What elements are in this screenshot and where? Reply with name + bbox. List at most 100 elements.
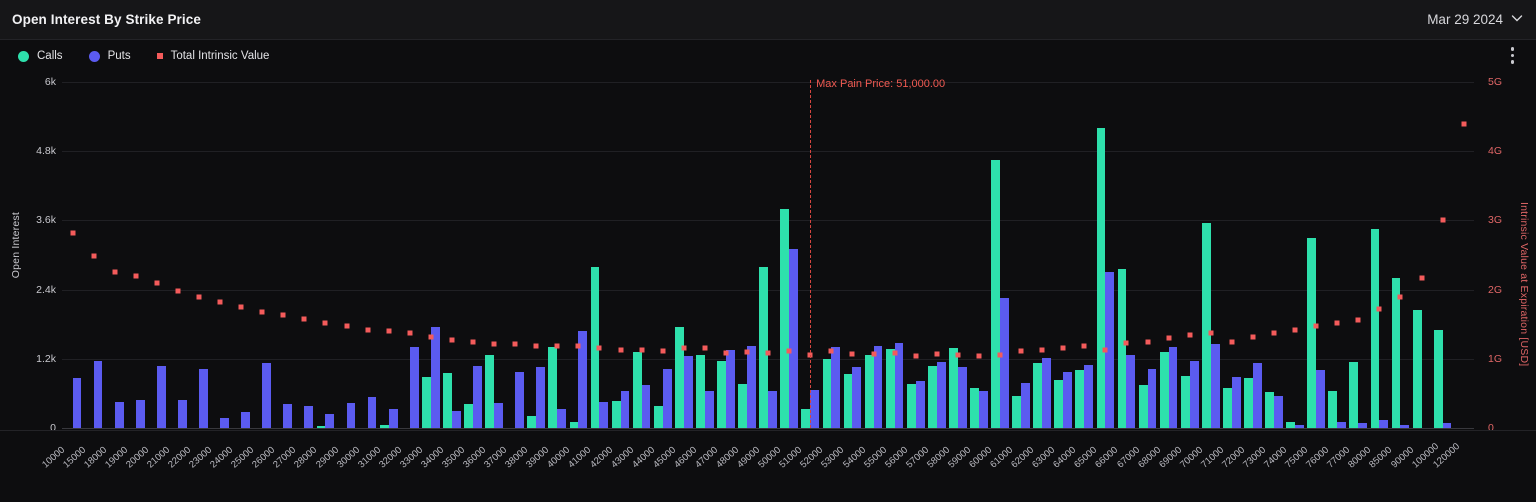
call-bar[interactable] (780, 208, 790, 428)
put-bar[interactable] (325, 413, 335, 428)
bar-group[interactable] (758, 82, 779, 428)
put-bar[interactable] (978, 390, 988, 428)
bar-group[interactable] (610, 82, 631, 428)
bar-group[interactable] (863, 82, 884, 428)
intrinsic-value-point[interactable] (1271, 330, 1277, 336)
intrinsic-value-point[interactable] (1060, 345, 1066, 351)
put-bar[interactable] (915, 380, 925, 428)
put-bar[interactable] (1337, 421, 1347, 428)
call-bar[interactable] (843, 373, 853, 428)
call-bar[interactable] (822, 358, 832, 428)
call-bar[interactable] (464, 403, 474, 428)
bar-group[interactable] (1053, 82, 1074, 428)
bar-group[interactable] (589, 82, 610, 428)
intrinsic-value-point[interactable] (596, 345, 602, 351)
intrinsic-value-point[interactable] (934, 351, 940, 357)
bar-group[interactable] (378, 82, 399, 428)
put-bar[interactable] (1231, 377, 1241, 428)
intrinsic-value-point[interactable] (1187, 332, 1193, 338)
bar-group[interactable] (1116, 82, 1137, 428)
bar-group[interactable] (167, 82, 188, 428)
intrinsic-value-point[interactable] (386, 328, 392, 334)
put-bar[interactable] (1126, 354, 1136, 428)
bar-group[interactable] (1074, 82, 1095, 428)
bar-group[interactable] (1369, 82, 1390, 428)
legend-item-total-intrinsic-value[interactable]: Total Intrinsic Value (156, 50, 269, 62)
call-bar[interactable] (1159, 351, 1169, 428)
put-bar[interactable] (1042, 357, 1051, 428)
call-bar[interactable] (1117, 269, 1127, 428)
bar-group[interactable] (104, 82, 125, 428)
intrinsic-value-point[interactable] (1145, 339, 1151, 344)
intrinsic-value-point[interactable] (112, 269, 118, 275)
call-bar[interactable] (443, 373, 452, 428)
bar-group[interactable] (1306, 82, 1327, 428)
intrinsic-value-point[interactable] (1397, 294, 1403, 300)
bar-group[interactable] (1032, 82, 1053, 428)
call-bar[interactable] (759, 266, 769, 428)
intrinsic-value-point[interactable] (786, 348, 792, 354)
intrinsic-value-point[interactable] (849, 351, 855, 357)
intrinsic-value-point[interactable] (1166, 335, 1172, 341)
put-bar[interactable] (346, 403, 356, 428)
intrinsic-value-point[interactable] (1250, 334, 1256, 340)
intrinsic-value-point[interactable] (280, 312, 286, 318)
intrinsic-value-point[interactable] (133, 273, 139, 279)
put-bar[interactable] (704, 391, 714, 428)
bar-group[interactable] (1453, 82, 1474, 428)
put-bar[interactable] (220, 417, 229, 428)
bar-group[interactable] (694, 82, 715, 428)
intrinsic-value-point[interactable] (702, 345, 708, 351)
call-bar[interactable] (1391, 278, 1401, 428)
call-bar[interactable] (632, 351, 642, 428)
put-bar[interactable] (1021, 383, 1030, 428)
put-bar[interactable] (114, 402, 124, 428)
intrinsic-value-point[interactable] (1419, 275, 1425, 281)
call-bar[interactable] (801, 408, 811, 428)
kebab-menu-icon[interactable] (1510, 47, 1514, 64)
put-bar[interactable] (1168, 347, 1178, 428)
bar-group[interactable] (547, 82, 568, 428)
put-bar[interactable] (1295, 424, 1304, 428)
intrinsic-value-point[interactable] (533, 343, 539, 349)
put-bar[interactable] (999, 298, 1009, 428)
put-bar[interactable] (1105, 272, 1115, 428)
put-bar[interactable] (936, 362, 946, 428)
bar-group[interactable] (1348, 82, 1369, 428)
put-bar[interactable] (283, 403, 293, 428)
intrinsic-value-point[interactable] (554, 343, 560, 349)
bar-group[interactable] (505, 82, 526, 428)
intrinsic-value-point[interactable] (1039, 347, 1045, 353)
put-bar[interactable] (1189, 361, 1199, 428)
bar-group[interactable] (231, 82, 252, 428)
bar-group[interactable] (631, 82, 652, 428)
intrinsic-value-point[interactable] (196, 294, 202, 300)
bar-group[interactable] (1011, 82, 1032, 428)
put-bar[interactable] (620, 391, 630, 428)
intrinsic-value-point[interactable] (681, 345, 687, 351)
put-bar[interactable] (768, 391, 777, 428)
put-bar[interactable] (1147, 369, 1157, 428)
bar-group[interactable] (188, 82, 209, 428)
call-bar[interactable] (653, 406, 663, 428)
bar-group[interactable] (947, 82, 968, 428)
bar-group[interactable] (1327, 82, 1348, 428)
bar-group[interactable] (968, 82, 989, 428)
put-bar[interactable] (1063, 372, 1073, 428)
bar-group[interactable] (1432, 82, 1453, 428)
intrinsic-value-point[interactable] (449, 337, 455, 343)
call-bar[interactable] (1244, 377, 1253, 428)
intrinsic-value-point[interactable] (238, 304, 244, 310)
intrinsic-value-point[interactable] (828, 348, 834, 354)
put-bar[interactable] (683, 355, 693, 428)
bar-group[interactable] (273, 82, 294, 428)
call-bar[interactable] (906, 384, 916, 428)
put-bar[interactable] (304, 405, 314, 428)
intrinsic-value-point[interactable] (660, 348, 666, 353)
bar-group[interactable] (737, 82, 758, 428)
put-bar[interactable] (599, 402, 609, 428)
call-bar[interactable] (1265, 391, 1274, 428)
put-bar[interactable] (873, 346, 883, 428)
bar-group[interactable] (484, 82, 505, 428)
bar-group[interactable] (1179, 82, 1200, 428)
